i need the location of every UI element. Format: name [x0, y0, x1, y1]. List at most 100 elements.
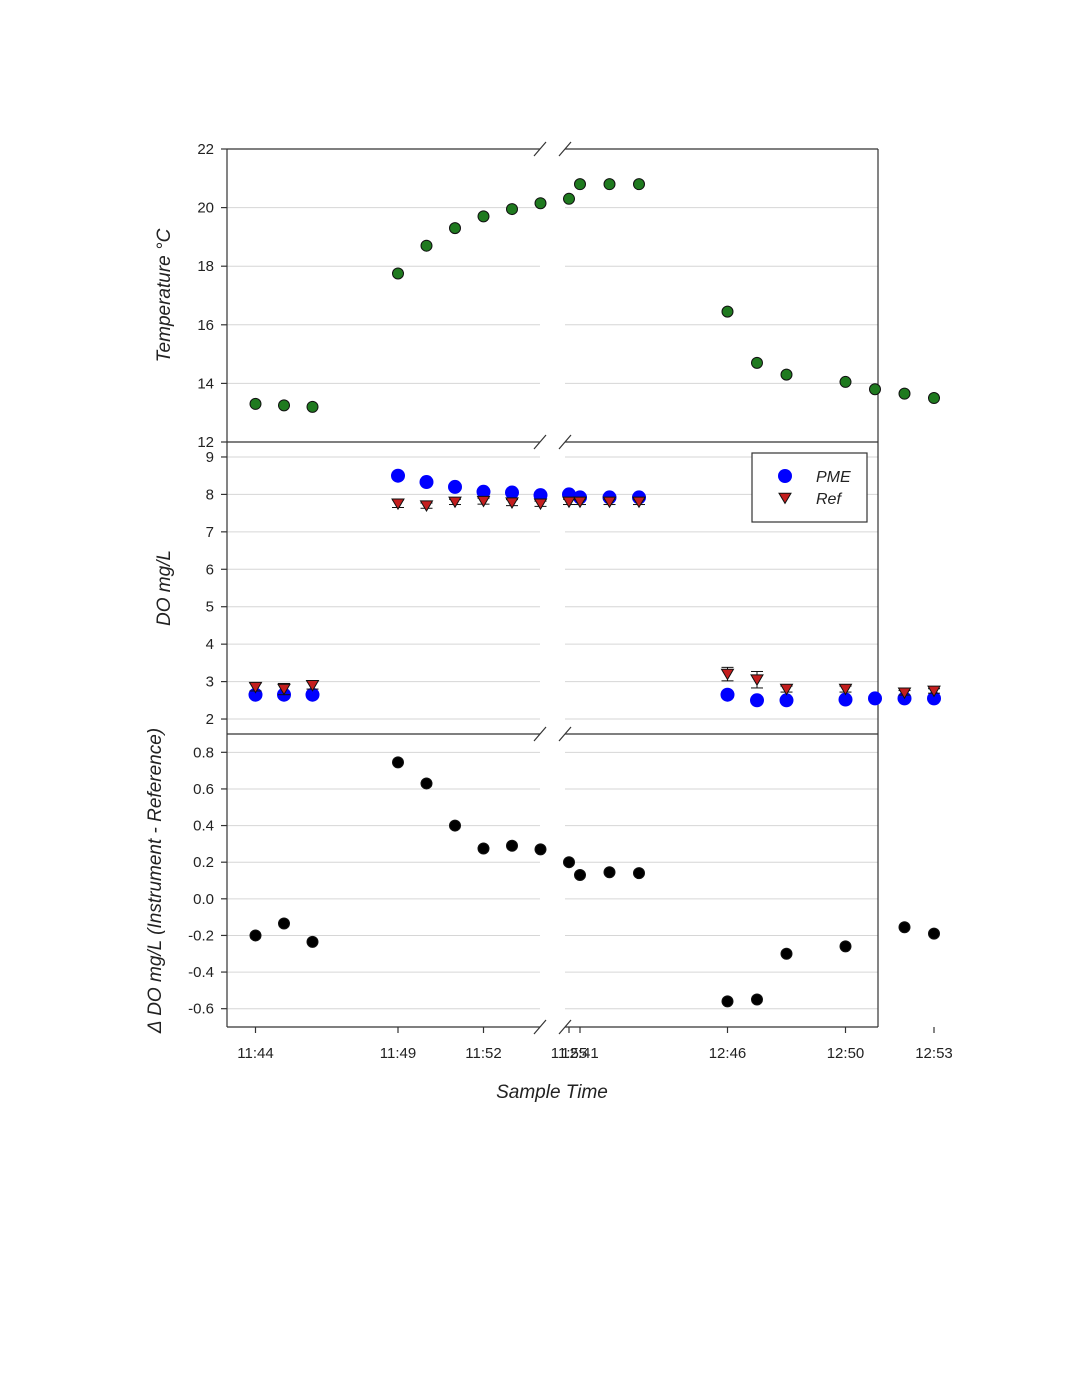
- axis-break-mark: [558, 141, 572, 157]
- y-tick-label: 9: [206, 449, 214, 466]
- point-panel-3: [928, 927, 940, 940]
- y-tick-label: 4: [206, 636, 214, 653]
- point-ref: [602, 496, 617, 509]
- x-tick-label: 11:52: [465, 1045, 501, 1062]
- point-panel-1: [392, 267, 404, 280]
- point-ref: [533, 498, 548, 511]
- axis-break-mark: [558, 1019, 572, 1035]
- y-tick-label: 0.6: [193, 781, 214, 798]
- legend-box: [751, 452, 868, 523]
- y-tick-label: 0.0: [193, 891, 214, 908]
- point-panel-3: [574, 869, 586, 882]
- point-panel-3: [898, 921, 911, 934]
- point-panel-1: [506, 203, 518, 216]
- point-panel-1: [928, 392, 940, 405]
- point-ref: [720, 668, 735, 681]
- point-panel-3: [563, 856, 575, 869]
- point-panel-3: [751, 993, 763, 1006]
- y-tick-label: 18: [197, 258, 214, 275]
- point-panel-3: [721, 995, 734, 1008]
- point-panel-3: [839, 940, 852, 953]
- point-ref: [476, 495, 491, 508]
- y-axis-title: Δ DO mg/L (Instrument - Reference): [145, 728, 166, 1034]
- y-tick-label: 8: [206, 486, 214, 503]
- point-ref: [277, 683, 291, 696]
- point-panel-1: [898, 387, 911, 400]
- y-tick-label: 12: [197, 434, 214, 451]
- y-tick-label: 14: [197, 375, 214, 392]
- point-pme: [779, 693, 794, 708]
- y-tick-label: 2: [206, 711, 214, 728]
- axis-break-mark: [558, 726, 572, 742]
- point-pme: [720, 687, 735, 702]
- point-panel-1: [574, 178, 586, 191]
- point-ref: [838, 683, 853, 696]
- point-panel-1: [751, 356, 763, 369]
- point-panel-1: [477, 210, 490, 223]
- point-pme: [505, 485, 519, 500]
- point-ref: [248, 681, 263, 694]
- point-panel-1: [534, 197, 547, 210]
- y-tick-label: 5: [206, 599, 214, 616]
- y-tick-label: 7: [206, 524, 214, 541]
- point-panel-1: [249, 397, 262, 410]
- point-ref: [448, 496, 462, 509]
- point-panel-3: [603, 866, 616, 879]
- legend-label-pme: PME: [816, 469, 851, 486]
- x-tick-label: 12:50: [827, 1045, 865, 1062]
- marks-layer: [248, 178, 941, 1008]
- point-ref: [419, 500, 434, 513]
- point-pme: [868, 691, 882, 706]
- legend-label-ref: Ref: [816, 491, 842, 508]
- y-tick-label: 22: [197, 141, 214, 158]
- point-panel-3: [278, 917, 290, 930]
- x-tick-label: 12:41: [561, 1045, 599, 1062]
- x-tick-label: 11:55: [551, 1045, 587, 1062]
- point-panel-1: [563, 192, 575, 205]
- point-pme: [305, 687, 320, 702]
- point-pme: [448, 479, 462, 494]
- point-pme: [927, 691, 941, 706]
- y-tick-label: 0.4: [193, 818, 214, 835]
- point-ref: [750, 674, 764, 687]
- point-panel-1: [449, 222, 461, 235]
- point-ref: [505, 497, 519, 510]
- point-pme: [419, 475, 434, 490]
- x-axis-title: Sample Time: [496, 1082, 608, 1103]
- point-panel-3: [477, 842, 490, 855]
- point-panel-3: [420, 777, 433, 790]
- point-ref: [562, 496, 576, 509]
- y-tick-label: -0.6: [188, 1001, 214, 1018]
- point-ref: [927, 685, 941, 698]
- point-panel-1: [780, 368, 793, 381]
- axis-break-mark: [533, 1019, 547, 1035]
- point-ref: [391, 498, 405, 511]
- y-tick-label: -0.4: [188, 964, 214, 981]
- point-ref: [897, 687, 912, 700]
- y-tick-label: -0.2: [188, 927, 214, 944]
- y-tick-label: 0.8: [193, 744, 214, 761]
- point-pme: [476, 484, 491, 499]
- point-panel-3: [534, 843, 547, 856]
- point-panel-1: [633, 178, 645, 191]
- point-panel-1: [278, 399, 290, 412]
- x-tick-label: 12:46: [709, 1045, 747, 1062]
- point-panel-1: [839, 375, 852, 388]
- y-tick-label: 0.2: [193, 854, 214, 871]
- x-tick-label: 11:44: [237, 1045, 273, 1062]
- legend-marker-ref: [778, 492, 792, 505]
- point-panel-1: [869, 383, 881, 396]
- point-ref: [573, 496, 587, 509]
- point-panel-3: [392, 756, 404, 769]
- point-pme: [750, 693, 764, 708]
- axis-break-mark: [533, 434, 547, 450]
- point-pme: [391, 468, 405, 483]
- frame-layer: [226, 141, 879, 1035]
- point-panel-1: [603, 178, 616, 191]
- point-panel-1: [420, 239, 433, 252]
- axis-break-mark: [533, 726, 547, 742]
- axes-layer: 12 14 16 18 20 22 Temperature °C 2 3 4 5 6 7 8 9 DO mg/…: [145, 141, 953, 1062]
- point-panel-3: [249, 929, 262, 942]
- axis-break-mark: [533, 141, 547, 157]
